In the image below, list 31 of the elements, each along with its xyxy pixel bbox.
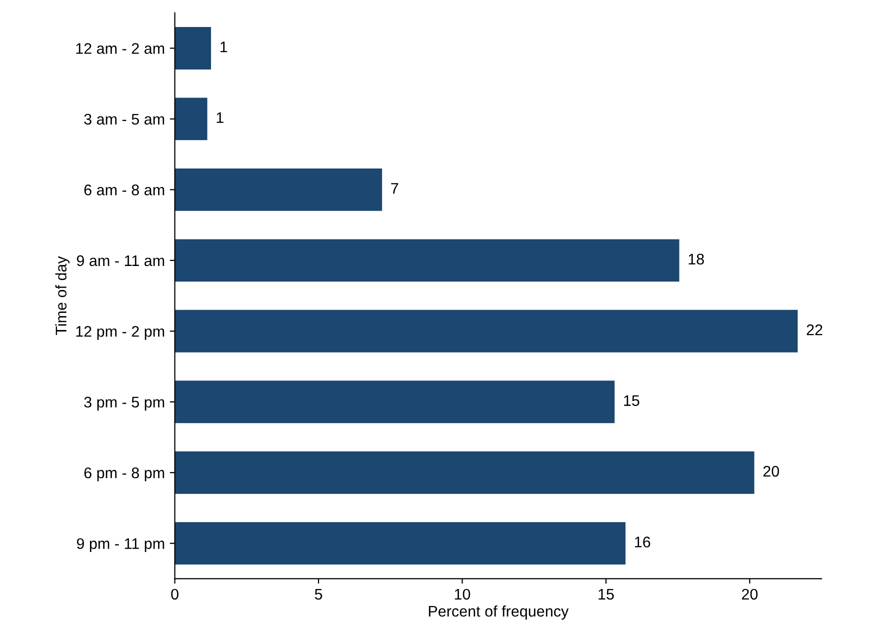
data-label: 20 bbox=[763, 466, 780, 477]
data-label: 15 bbox=[624, 395, 640, 406]
y-axis-title: Time of day bbox=[55, 256, 70, 336]
bar bbox=[174, 98, 208, 140]
x-tick-label: 20 bbox=[742, 588, 758, 600]
y-tick-label: 12 am - 2 am bbox=[76, 43, 164, 54]
data-label: 18 bbox=[688, 254, 704, 265]
bar bbox=[174, 451, 754, 494]
y-tick-label: 3 am - 5 am bbox=[84, 114, 164, 125]
y-tick-label: 9 am - 11 am bbox=[76, 255, 164, 266]
y-tick-label: 12 pm - 2 pm bbox=[76, 326, 164, 340]
data-label: 1 bbox=[216, 112, 224, 123]
x-tick-label: 5 bbox=[314, 588, 322, 600]
x-axis-title: Percent of frequency bbox=[428, 605, 569, 620]
x-tick-label: 15 bbox=[598, 588, 614, 600]
data-label: 22 bbox=[806, 324, 822, 336]
bar bbox=[174, 168, 382, 211]
bar bbox=[174, 380, 615, 424]
x-tick-label: 10 bbox=[454, 588, 470, 600]
data-label: 7 bbox=[391, 183, 398, 194]
y-tick-label: 6 am - 8 am bbox=[84, 184, 164, 196]
bar bbox=[174, 310, 798, 352]
data-label: 1 bbox=[220, 42, 228, 52]
bar bbox=[174, 522, 626, 565]
bar bbox=[174, 27, 212, 70]
y-tick-label: 9 pm - 11 pm bbox=[76, 538, 164, 552]
y-tick-label: 3 pm - 5 pm bbox=[84, 396, 164, 411]
y-tick-label: 6 pm - 8 pm bbox=[84, 467, 164, 482]
bar bbox=[174, 239, 680, 282]
data-label: 16 bbox=[635, 536, 650, 548]
x-tick-label: 0 bbox=[171, 588, 178, 600]
